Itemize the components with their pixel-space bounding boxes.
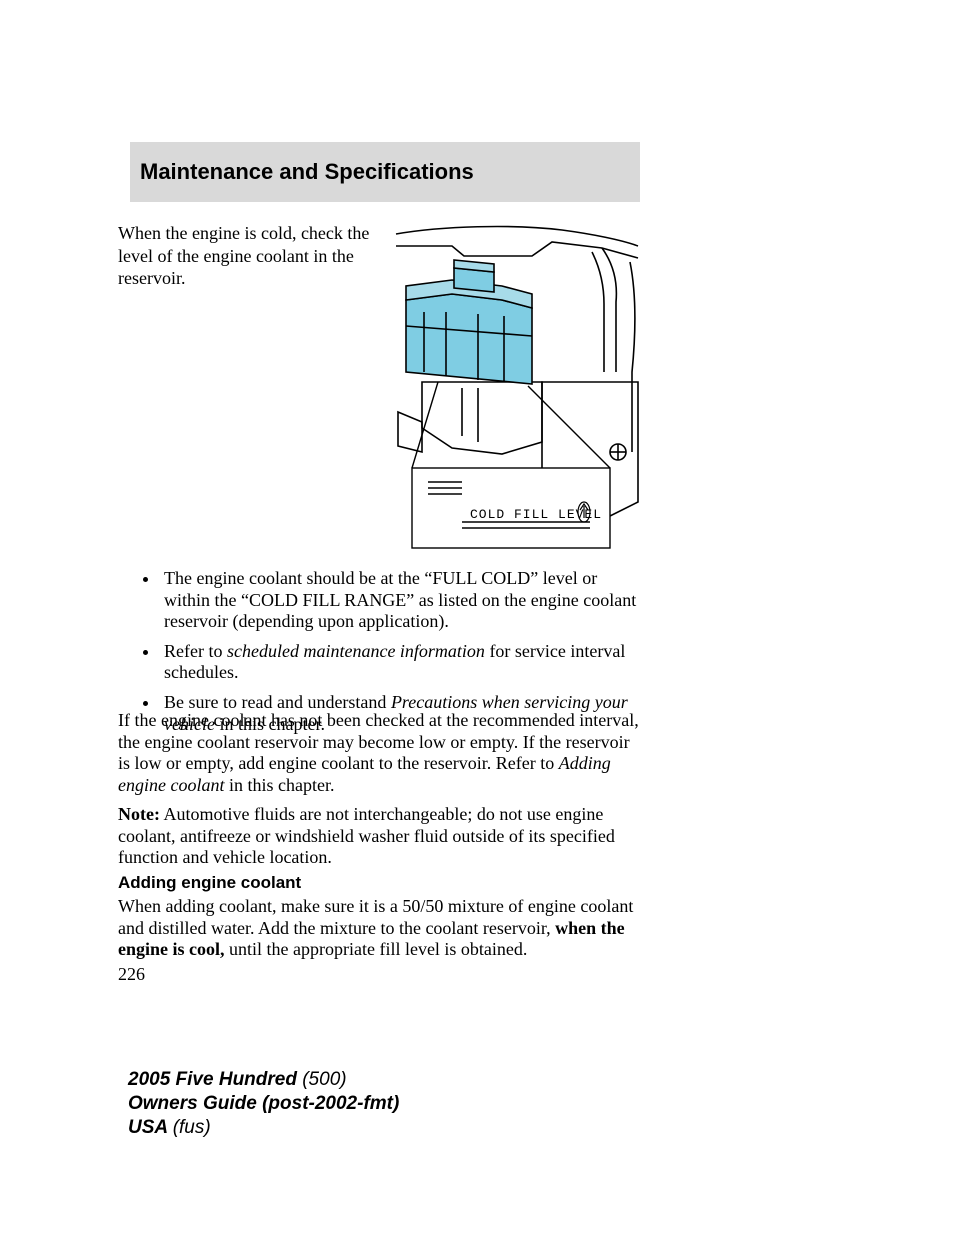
para-text-post: until the appropriate fill level is obta…	[225, 939, 528, 959]
list-item: The engine coolant should be at the “FUL…	[160, 568, 640, 633]
footer-line-3: USA (fus)	[128, 1116, 399, 1140]
para-text-post: in this chapter.	[224, 775, 334, 795]
manual-page: Maintenance and Specifications When the …	[0, 0, 954, 1235]
diagram-label: COLD FILL LEVEL	[470, 507, 602, 522]
footer-region: USA	[128, 1117, 173, 1138]
subheading-adding-coolant: Adding engine coolant	[118, 873, 301, 893]
bullet-text: Be sure to read and understand	[164, 692, 391, 712]
page-number: 226	[118, 964, 145, 985]
coolant-reservoir-diagram: COLD FILL LEVEL	[392, 222, 640, 554]
section-header-bar: Maintenance and Specifications	[130, 142, 640, 202]
manual-footer: 2005 Five Hundred (500) Owners Guide (po…	[128, 1068, 399, 1139]
intro-paragraph: When the engine is cold, check the level…	[118, 222, 382, 290]
bullet-text: The engine coolant should be at the “FUL…	[164, 568, 636, 631]
para-text: Automotive fluids are not interchangeabl…	[118, 804, 615, 867]
body-para-low-coolant: If the engine coolant has not been check…	[118, 710, 642, 796]
body-para-adding: When adding coolant, make sure it is a 5…	[118, 896, 642, 961]
section-title: Maintenance and Specifications	[140, 159, 474, 185]
list-item: Refer to scheduled maintenance informati…	[160, 641, 640, 684]
footer-model: 2005 Five Hundred	[128, 1069, 302, 1090]
diagram-svg: COLD FILL LEVEL	[392, 222, 640, 554]
note-label: Note:	[118, 804, 160, 824]
footer-region-code: (fus)	[173, 1117, 211, 1138]
footer-code: (500)	[302, 1069, 346, 1090]
footer-line-1: 2005 Five Hundred (500)	[128, 1068, 399, 1092]
footer-line-2: Owners Guide (post-2002-fmt)	[128, 1092, 399, 1116]
bullet-italic: scheduled maintenance information	[227, 641, 485, 661]
bullet-text: Refer to	[164, 641, 227, 661]
body-para-note: Note: Automotive fluids are not intercha…	[118, 804, 642, 869]
